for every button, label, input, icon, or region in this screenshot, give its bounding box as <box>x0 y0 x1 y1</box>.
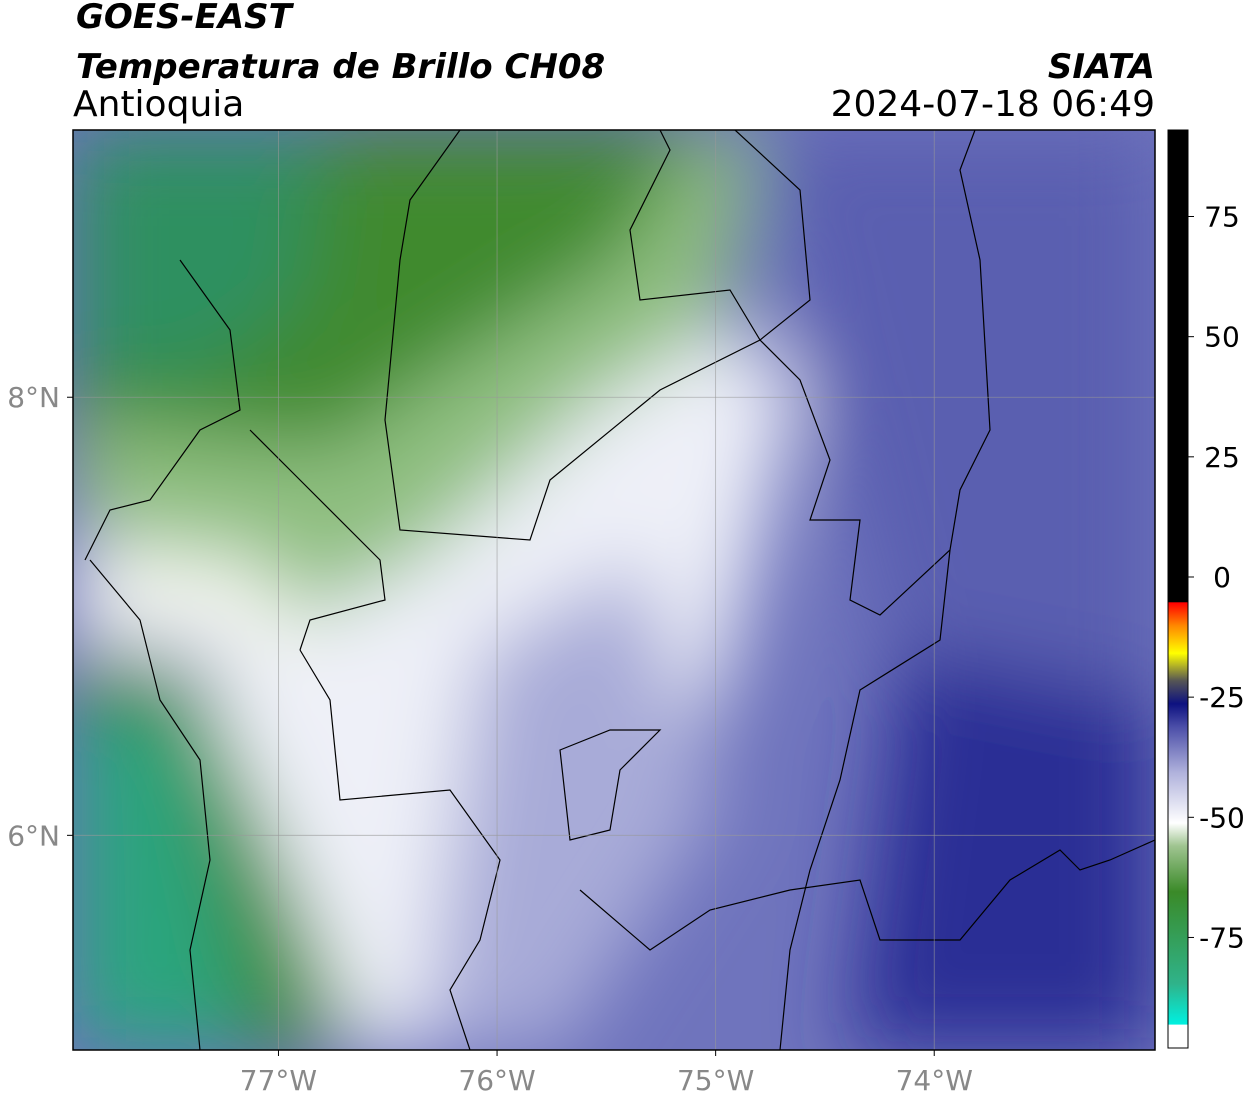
colorbar-tick-label: 75 <box>1204 201 1240 234</box>
x-tick-label: 74°W <box>896 1064 973 1097</box>
grid <box>73 130 1155 1050</box>
colorbar-tick-label: 0 <box>1213 561 1231 594</box>
colorbar-tick-label: -50 <box>1199 801 1245 834</box>
x-tick-label: 75°W <box>677 1064 754 1097</box>
y-tick-label: 6°N <box>7 819 60 852</box>
subtitle: Temperatura de Brillo CH08 <box>76 47 605 87</box>
header: GOES-EAST Temperatura de Brillo CH08 Ant… <box>73 0 1155 125</box>
map-frame <box>72 129 1156 1051</box>
x-tick-label: 77°W <box>240 1064 317 1097</box>
colorbar-tick-label: 50 <box>1204 321 1240 354</box>
title: GOES-EAST <box>76 0 295 37</box>
source: SIATA <box>1048 47 1155 87</box>
colorbar-tick-label: 25 <box>1204 441 1240 474</box>
region: Antioquia <box>73 84 244 125</box>
datetime: 2024-07-18 06:49 <box>831 84 1155 125</box>
y-tick-label: 8°N <box>7 381 60 414</box>
x-tick-label: 76°W <box>458 1064 535 1097</box>
colorbar-tick-label: -75 <box>1199 921 1245 954</box>
satellite-image <box>73 130 1155 1050</box>
colorbar-tick-label: -25 <box>1199 681 1245 714</box>
colorbar <box>1167 129 1189 1049</box>
